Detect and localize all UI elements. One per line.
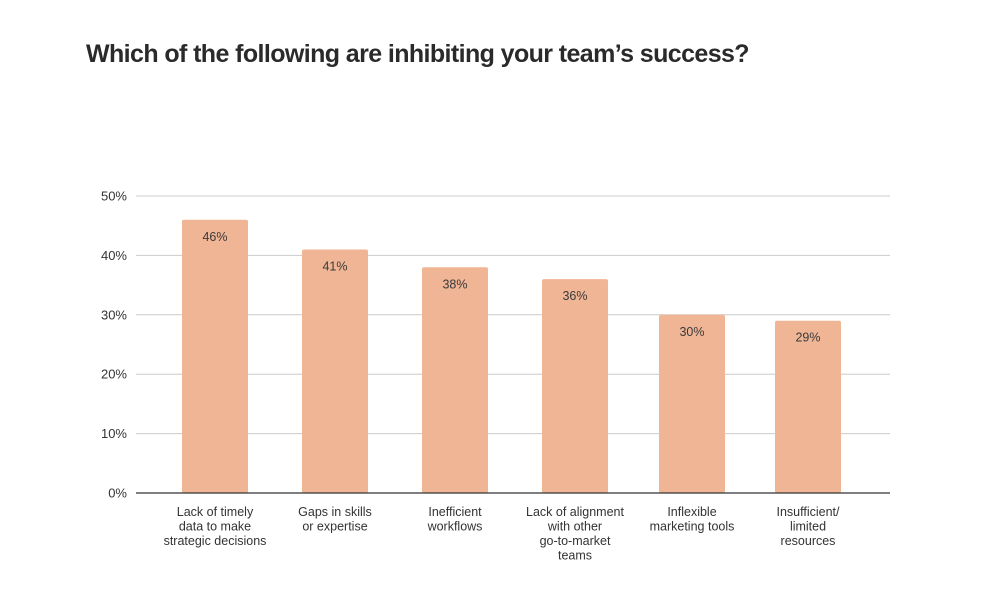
bar [542, 279, 608, 493]
category-label-line: marketing tools [650, 520, 735, 534]
category-label-line: workflows [427, 520, 483, 534]
category-label-line: limited [790, 520, 826, 534]
category-label-line: data to make [179, 520, 251, 534]
category-label-line: strategic decisions [164, 534, 267, 548]
bar [422, 267, 488, 493]
y-tick-label: 50% [101, 189, 127, 204]
category-label-line: teams [558, 549, 592, 563]
bar [302, 249, 368, 493]
category-label-line: resources [781, 534, 836, 548]
category-label-line: Inefficient [428, 505, 482, 519]
category-label-line: Gaps in skills [298, 505, 372, 519]
category-label-line: Insufficient/ [776, 505, 840, 519]
y-tick-label: 20% [101, 367, 127, 382]
category-label-line: go-to-market [540, 534, 611, 548]
y-tick-label: 30% [101, 307, 127, 322]
bars [182, 219, 841, 493]
bar-value-label: 38% [442, 277, 467, 291]
bar-value-label: 41% [322, 259, 347, 273]
category-label: Insufficient/limited resources [776, 505, 840, 548]
y-axis-ticks: 0% 10% 20% 30% 40% 50% [101, 189, 127, 501]
chart-title: Which of the following are inhibiting yo… [86, 40, 750, 68]
category-label-line: or expertise [302, 520, 367, 534]
category-label-line: Inflexible [667, 505, 716, 519]
gridlines [136, 195, 890, 435]
bar-value-label: 30% [679, 325, 704, 339]
category-label: Lack of alignment with other go-to-market t… [526, 505, 625, 563]
bar [182, 219, 248, 493]
bar-value-label: 36% [562, 289, 587, 303]
category-label-line: Lack of alignment [526, 505, 625, 519]
category-label: Gaps in skills or expertise [298, 505, 372, 534]
y-tick-label: 40% [101, 248, 127, 263]
bar-value-label: 29% [795, 331, 820, 345]
y-tick-label: 10% [101, 426, 127, 441]
category-label: Inefficient workflows [427, 505, 483, 534]
bar-value-label: 46% [202, 230, 227, 244]
category-label: Lack of timely data to make strategic deci… [164, 505, 267, 548]
bar [659, 314, 725, 493]
category-label-line: Lack of timely [177, 505, 254, 519]
bar-data-labels: 46% 41% 38% 36% 30% 29% [202, 230, 820, 345]
category-label-line: with other [547, 520, 602, 534]
category-label: Inflexible marketing tools [650, 505, 735, 534]
category-labels: Lack of timely data to make strategic deci… [164, 505, 840, 563]
y-tick-label: 0% [108, 486, 127, 501]
bar [775, 320, 841, 493]
